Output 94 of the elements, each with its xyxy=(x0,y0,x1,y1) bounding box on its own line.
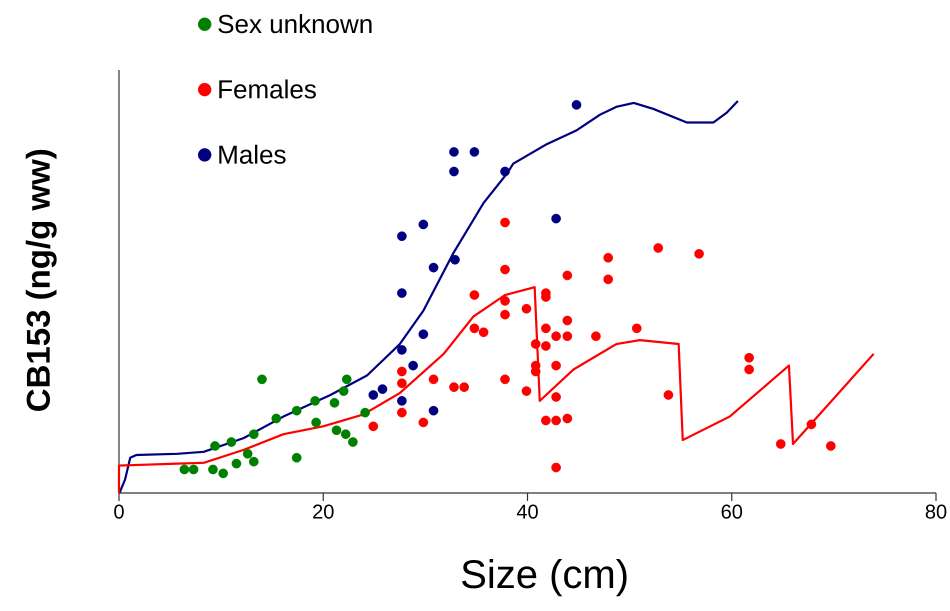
point xyxy=(450,254,460,265)
point xyxy=(330,398,340,408)
point xyxy=(541,324,551,334)
point xyxy=(653,243,664,253)
point xyxy=(826,441,836,451)
point xyxy=(271,414,282,424)
point xyxy=(449,147,459,157)
point xyxy=(522,304,532,314)
point xyxy=(478,327,488,338)
point xyxy=(208,464,218,474)
point xyxy=(397,396,407,406)
point xyxy=(428,406,438,416)
point xyxy=(572,100,582,110)
point xyxy=(340,429,351,439)
point xyxy=(500,374,510,384)
point xyxy=(368,422,378,432)
point xyxy=(397,345,407,355)
point xyxy=(449,382,459,392)
x-axis-title: Size (cm) xyxy=(462,558,627,596)
point xyxy=(530,339,540,349)
point xyxy=(292,452,302,463)
point xyxy=(459,382,469,392)
point xyxy=(541,341,551,351)
point xyxy=(449,166,459,176)
point xyxy=(591,331,601,341)
point xyxy=(664,390,674,400)
point xyxy=(408,360,418,370)
point xyxy=(342,374,352,384)
point xyxy=(551,392,561,402)
point xyxy=(226,437,236,447)
point xyxy=(338,386,348,396)
point xyxy=(310,396,320,406)
point xyxy=(551,331,561,341)
point xyxy=(551,462,561,472)
point xyxy=(397,288,407,298)
point xyxy=(242,448,252,459)
legend-label: Males xyxy=(219,144,286,164)
point xyxy=(744,364,754,374)
point xyxy=(806,420,816,430)
point xyxy=(218,468,228,478)
point xyxy=(180,464,190,474)
point xyxy=(470,147,480,157)
point xyxy=(378,384,388,394)
x-tick-label: 0 xyxy=(114,504,124,519)
point xyxy=(257,374,267,384)
point xyxy=(500,166,510,176)
point xyxy=(397,366,407,376)
point xyxy=(418,418,428,428)
point xyxy=(562,270,572,280)
y-axis-title: CB153 (ng/g ww) xyxy=(26,150,57,411)
point xyxy=(360,408,370,418)
x-tick-label: 20 xyxy=(313,504,334,519)
point xyxy=(232,458,242,468)
point xyxy=(210,441,220,451)
x-tick-label: 40 xyxy=(516,504,538,519)
point xyxy=(249,456,259,466)
point xyxy=(500,296,510,306)
point xyxy=(522,386,532,396)
point xyxy=(397,408,407,418)
point xyxy=(632,324,642,334)
point xyxy=(500,218,510,228)
point xyxy=(562,316,572,326)
point xyxy=(428,374,438,384)
point xyxy=(500,310,510,320)
point xyxy=(551,416,561,426)
point xyxy=(249,429,259,439)
point xyxy=(368,390,378,400)
point xyxy=(397,378,407,388)
point xyxy=(603,252,613,263)
point xyxy=(541,416,551,426)
point xyxy=(418,220,428,230)
point xyxy=(562,414,572,424)
x-tick-label: 60 xyxy=(722,504,742,519)
point xyxy=(397,231,407,242)
point xyxy=(603,274,613,284)
x-tick-label: 80 xyxy=(926,504,946,519)
point xyxy=(311,418,321,428)
point xyxy=(694,249,704,259)
point xyxy=(428,262,438,272)
point xyxy=(470,324,480,334)
point xyxy=(744,352,754,363)
point xyxy=(418,329,428,340)
point xyxy=(562,331,572,341)
point xyxy=(551,214,561,224)
point xyxy=(292,406,302,416)
legend-label: Females xyxy=(219,79,316,99)
point xyxy=(776,439,786,449)
point xyxy=(348,437,358,447)
point xyxy=(551,360,561,370)
point xyxy=(500,264,510,274)
point xyxy=(188,464,198,474)
legend-label: Sex unknown xyxy=(218,14,372,34)
point xyxy=(332,425,342,436)
point xyxy=(470,290,480,300)
